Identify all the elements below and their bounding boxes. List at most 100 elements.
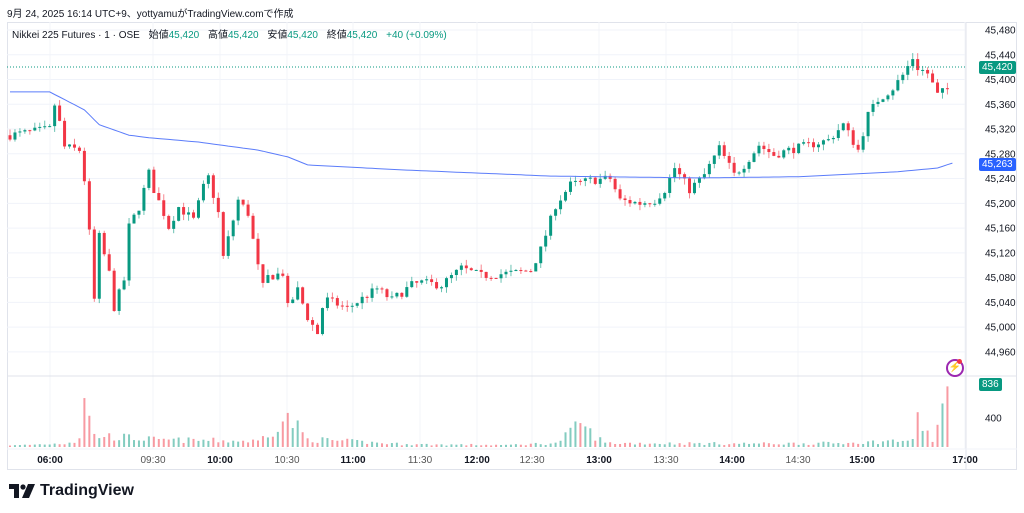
candle-body <box>276 273 280 280</box>
candle-body <box>663 192 667 199</box>
candle-body <box>112 270 116 311</box>
candle-body <box>673 168 677 178</box>
candle-body <box>683 174 687 179</box>
volume-bar <box>133 440 135 447</box>
candle-body <box>583 178 587 181</box>
candle-body <box>435 282 439 289</box>
volume-bar <box>346 438 349 447</box>
volume-bar <box>227 442 230 447</box>
candle-body <box>936 82 940 93</box>
candle-body <box>598 178 602 184</box>
volume-bar <box>757 443 760 447</box>
volume-bar <box>286 412 289 447</box>
candle-body <box>742 168 746 173</box>
volume-bar <box>589 428 592 447</box>
candle-body <box>63 120 67 147</box>
candle-body <box>539 246 543 264</box>
candle-body <box>246 204 250 216</box>
candle-body <box>440 287 444 289</box>
volume-bar <box>599 437 602 447</box>
volume-bar <box>767 443 770 447</box>
time-tick-label: 12:00 <box>464 455 490 466</box>
volume-bar <box>668 442 671 447</box>
volume-bar <box>331 440 334 447</box>
candle-body <box>177 207 181 221</box>
price-tick-label: 45,480 <box>985 26 1016 37</box>
volume-tick-label: 400 <box>985 414 1002 425</box>
volume-bar <box>43 444 46 447</box>
candle-body <box>856 144 860 150</box>
lightning-alert-icon[interactable]: ⚡ <box>946 359 964 377</box>
candle-body <box>117 289 121 311</box>
volume-bar <box>842 444 845 447</box>
candle-body <box>43 126 47 128</box>
candle-body <box>494 277 498 279</box>
candle-body <box>172 220 176 229</box>
volume-bar <box>881 441 884 447</box>
candle-body <box>97 232 101 299</box>
candle-body <box>459 265 463 270</box>
volume-bar <box>311 442 314 447</box>
volume-bar <box>519 444 522 447</box>
candle-body <box>940 88 944 93</box>
price-tick-label: 45,000 <box>985 323 1016 334</box>
candle-body <box>147 169 151 188</box>
tradingview-logo-icon <box>9 484 35 498</box>
tradingview-logo[interactable]: TradingView <box>9 482 134 500</box>
volume-bar <box>356 440 359 447</box>
volume-bar <box>792 442 795 447</box>
candle-body <box>603 175 607 179</box>
volume-bar <box>152 436 155 447</box>
candle-body <box>241 199 245 205</box>
volume-bar <box>33 444 36 447</box>
volume-bar <box>301 432 304 447</box>
volume-bar <box>624 442 627 447</box>
volume-bar <box>207 440 210 447</box>
candle-body <box>802 142 806 144</box>
candle-body <box>549 215 553 236</box>
open-label: 始値 <box>148 30 169 41</box>
volume-bar <box>916 412 919 447</box>
candle-body <box>688 178 692 194</box>
volume-bar <box>728 444 731 447</box>
candle-body <box>836 130 840 138</box>
volume-bar <box>212 437 215 447</box>
candle-body <box>18 131 22 133</box>
candle-body <box>226 236 230 256</box>
volume-bar <box>257 440 259 447</box>
candle-body <box>350 305 354 307</box>
low-value: 45,420 <box>287 30 318 41</box>
price-tick-label: 45,240 <box>985 174 1016 185</box>
candle-body <box>881 99 885 102</box>
candle-body <box>464 265 468 269</box>
candle-body <box>618 189 622 199</box>
candle-body <box>752 153 756 162</box>
candle-body <box>707 163 711 175</box>
candle-body <box>692 182 696 194</box>
candle-body <box>320 308 324 335</box>
candle-body <box>72 144 76 148</box>
volume-axis: 400 <box>985 414 1002 425</box>
volume-bar <box>782 444 785 447</box>
volume-bar <box>797 444 800 447</box>
volume-bar <box>629 442 631 447</box>
volume-badge: 836 <box>979 378 1002 391</box>
candle-body <box>162 200 166 216</box>
candle-body <box>593 177 597 184</box>
candle-body <box>33 127 37 131</box>
candle-body <box>380 288 384 290</box>
volume-bar <box>693 443 696 447</box>
volume-bar <box>500 444 503 447</box>
candle-body <box>390 296 394 298</box>
candle-body <box>152 169 156 194</box>
volume-bar <box>68 442 71 447</box>
candle-body <box>821 140 825 145</box>
candle-body <box>53 105 57 127</box>
candle-body <box>737 172 741 174</box>
price-tick-label: 45,400 <box>985 75 1016 86</box>
volume-bar <box>514 444 517 447</box>
time-tick-label: 17:00 <box>952 455 978 466</box>
volume-bar <box>827 441 830 447</box>
symbol-name[interactable]: Nikkei 225 Futures · 1 · OSE <box>12 30 140 41</box>
